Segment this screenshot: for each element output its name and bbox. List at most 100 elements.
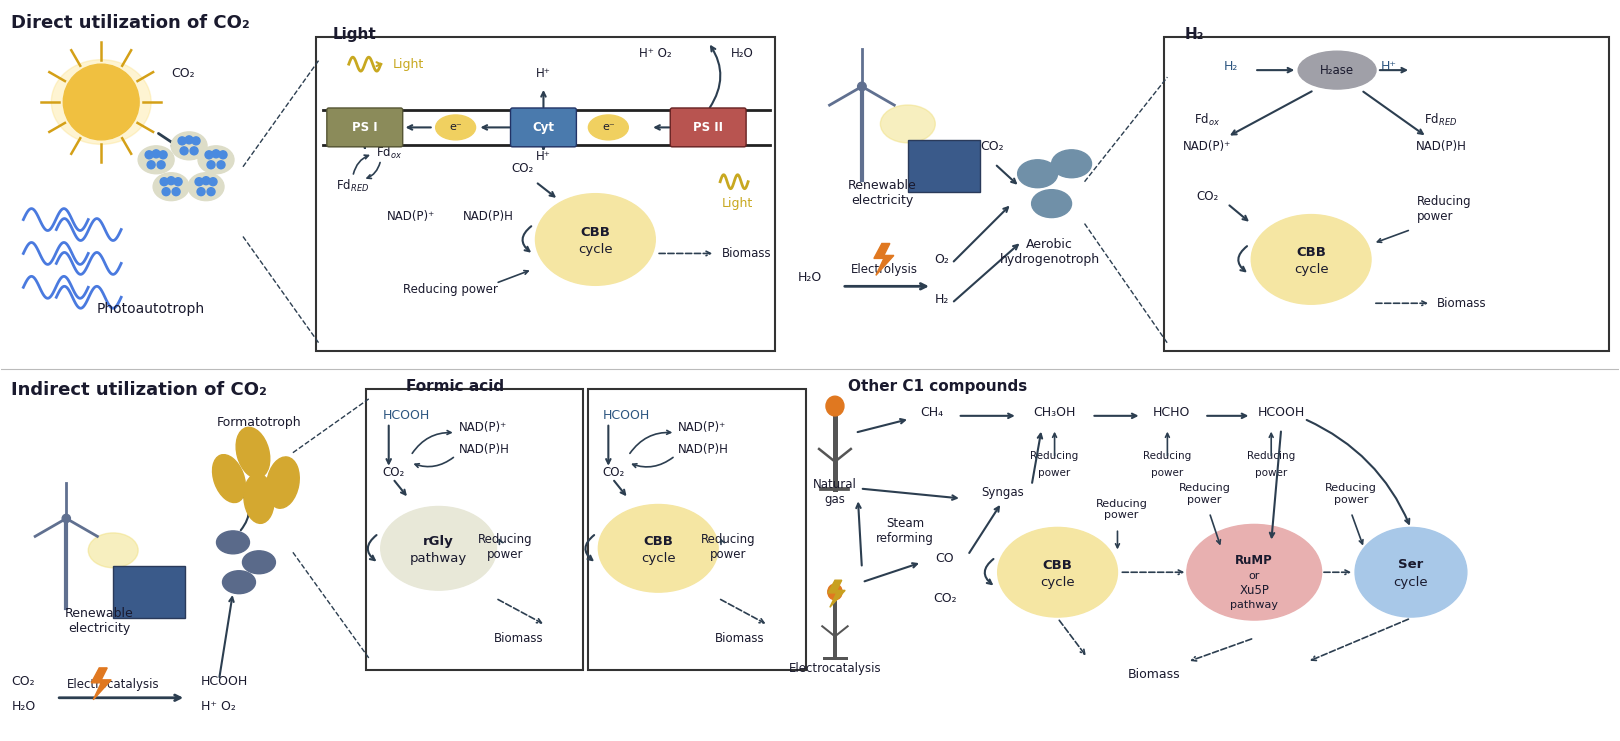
FancyBboxPatch shape: [588, 389, 807, 670]
Ellipse shape: [267, 457, 300, 508]
Circle shape: [63, 64, 139, 140]
Text: H⁺ O₂: H⁺ O₂: [638, 47, 672, 60]
Ellipse shape: [212, 455, 246, 502]
Circle shape: [209, 178, 217, 186]
Text: Reducing: Reducing: [1030, 451, 1079, 461]
Text: Aerobic
hydrogenotroph: Aerobic hydrogenotroph: [1000, 239, 1100, 267]
Ellipse shape: [998, 528, 1118, 617]
Text: Electrocatalysis: Electrocatalysis: [789, 662, 881, 675]
Circle shape: [206, 151, 212, 159]
Polygon shape: [873, 244, 894, 276]
Text: Renewable
electricity: Renewable electricity: [65, 607, 133, 635]
Text: Formic acid: Formic acid: [405, 379, 504, 394]
Text: O₂: O₂: [935, 253, 949, 267]
Text: power: power: [1152, 468, 1184, 478]
Ellipse shape: [1354, 528, 1466, 617]
Circle shape: [146, 151, 154, 159]
Text: pathway: pathway: [410, 552, 467, 565]
Ellipse shape: [1032, 190, 1071, 218]
Ellipse shape: [536, 193, 654, 285]
Text: Direct utilization of CO₂: Direct utilization of CO₂: [11, 14, 249, 33]
Text: e⁻: e⁻: [603, 122, 614, 133]
Text: Formatotroph: Formatotroph: [217, 416, 301, 429]
Text: rGly: rGly: [423, 535, 454, 548]
Text: PS I: PS I: [352, 121, 377, 134]
Ellipse shape: [588, 115, 629, 140]
FancyBboxPatch shape: [366, 389, 583, 670]
FancyBboxPatch shape: [671, 108, 747, 147]
Text: Reducing: Reducing: [1144, 451, 1192, 461]
Ellipse shape: [1187, 525, 1322, 620]
Text: Ser: Ser: [1398, 558, 1424, 571]
Circle shape: [180, 147, 188, 155]
Text: NAD(P)⁺: NAD(P)⁺: [458, 421, 507, 433]
Text: HCOOH: HCOOH: [201, 675, 248, 688]
Text: CH₃OH: CH₃OH: [1034, 406, 1076, 419]
Text: H⁺ O₂: H⁺ O₂: [201, 700, 237, 713]
Text: Reducing power: Reducing power: [403, 283, 497, 296]
Text: NAD(P)H: NAD(P)H: [1416, 140, 1466, 153]
Ellipse shape: [138, 146, 173, 173]
Text: Renewable
electricity: Renewable electricity: [847, 179, 917, 207]
Text: cycle: cycle: [578, 243, 612, 256]
Text: Photoautotroph: Photoautotroph: [97, 302, 206, 316]
Text: Steam
reforming: Steam reforming: [876, 517, 933, 545]
Text: NAD(P)⁺: NAD(P)⁺: [387, 210, 434, 222]
Ellipse shape: [828, 584, 842, 599]
Circle shape: [160, 178, 168, 186]
Ellipse shape: [217, 531, 249, 554]
Text: cycle: cycle: [642, 552, 676, 565]
Text: Light: Light: [723, 197, 753, 210]
Polygon shape: [91, 668, 112, 700]
Text: Reducing
power: Reducing power: [478, 534, 533, 561]
Circle shape: [207, 161, 215, 169]
Text: H⁺: H⁺: [1380, 60, 1396, 73]
Text: CBB: CBB: [643, 535, 674, 548]
Circle shape: [147, 161, 156, 169]
Text: CBB: CBB: [580, 226, 611, 239]
Circle shape: [152, 150, 160, 158]
FancyBboxPatch shape: [1165, 37, 1609, 351]
Text: H⁺: H⁺: [536, 150, 551, 163]
Text: Reducing
power: Reducing power: [701, 534, 755, 561]
Ellipse shape: [198, 146, 233, 173]
Text: CO₂: CO₂: [1196, 190, 1218, 202]
Text: Reducing: Reducing: [1247, 451, 1296, 461]
Text: CBB: CBB: [1296, 246, 1327, 259]
Circle shape: [185, 136, 193, 144]
Text: NAD(P)⁺: NAD(P)⁺: [1183, 140, 1231, 153]
Text: Fd$_{RED}$: Fd$_{RED}$: [1424, 112, 1458, 128]
Text: Indirect utilization of CO₂: Indirect utilization of CO₂: [11, 381, 267, 399]
Text: cycle: cycle: [1040, 576, 1076, 588]
Text: Electrocatalysis: Electrocatalysis: [66, 678, 159, 691]
Text: Fd$_{RED}$: Fd$_{RED}$: [337, 178, 369, 194]
Text: Cyt: Cyt: [533, 121, 554, 134]
Text: Fd$_{ox}$: Fd$_{ox}$: [376, 144, 402, 161]
Circle shape: [159, 151, 167, 159]
Text: CO₂: CO₂: [172, 67, 194, 80]
Text: H₂O: H₂O: [11, 700, 36, 713]
Text: H₂: H₂: [1184, 27, 1204, 42]
Text: Biomass: Biomass: [1128, 668, 1181, 681]
Text: Reducing
power: Reducing power: [1178, 483, 1230, 505]
Text: HCOOH: HCOOH: [382, 409, 429, 422]
Ellipse shape: [436, 115, 476, 140]
Ellipse shape: [598, 505, 718, 592]
Ellipse shape: [1017, 160, 1058, 187]
Text: Reducing
power: Reducing power: [1325, 483, 1377, 505]
Text: Biomass: Biomass: [494, 632, 543, 645]
Ellipse shape: [243, 551, 275, 574]
FancyBboxPatch shape: [113, 566, 185, 618]
Text: NAD(P)H: NAD(P)H: [679, 442, 729, 456]
Ellipse shape: [154, 173, 190, 201]
Text: NAD(P)⁺: NAD(P)⁺: [679, 421, 726, 433]
Ellipse shape: [52, 60, 151, 144]
Text: H₂O: H₂O: [799, 271, 823, 285]
FancyBboxPatch shape: [327, 108, 403, 147]
Text: cycle: cycle: [1294, 263, 1328, 276]
Circle shape: [190, 147, 198, 155]
Circle shape: [217, 161, 225, 169]
Ellipse shape: [245, 473, 274, 523]
Ellipse shape: [237, 428, 271, 478]
Text: Biomass: Biomass: [1437, 296, 1487, 310]
